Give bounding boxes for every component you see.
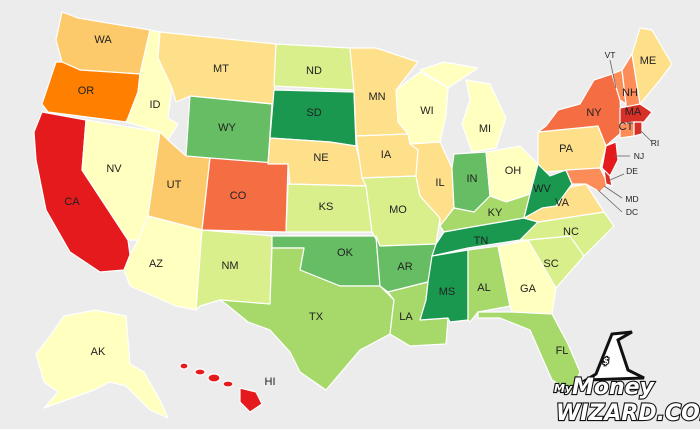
wizard-hat-icon	[580, 330, 645, 382]
state-label-wy: WY	[218, 122, 236, 134]
state-label-ct: CT	[619, 121, 634, 133]
state-label-ga: GA	[520, 283, 537, 295]
state-label-wa: WA	[94, 34, 112, 46]
state-label-wv: WV	[533, 183, 551, 195]
state-label-nh: NH	[622, 87, 638, 99]
state-label-dc: DC	[626, 207, 638, 217]
state-mi-up[interactable]	[419, 61, 479, 89]
state-label-ne: NE	[313, 152, 328, 164]
state-label-az: AZ	[149, 258, 163, 270]
state-label-ny: NY	[586, 107, 602, 119]
state-label-ky: KY	[488, 207, 503, 219]
state-label-ut: UT	[167, 179, 182, 191]
callout-ri	[639, 129, 653, 143]
state-label-va: VA	[555, 197, 570, 209]
state-label-de: DE	[626, 166, 638, 176]
state-label-wi: WI	[420, 105, 433, 117]
state-ak[interactable]	[35, 309, 169, 419]
state-label-oh: OH	[505, 165, 522, 177]
dollar-icon: $	[603, 357, 609, 367]
state-label-mt: MT	[213, 63, 229, 75]
state-label-mi: MI	[479, 123, 491, 135]
state-mi[interactable]	[461, 79, 507, 153]
state-label-fl: FL	[556, 345, 569, 357]
logo-text-my: My	[554, 382, 573, 395]
callout-dc	[597, 189, 623, 213]
state-label-ks: KS	[319, 201, 334, 213]
state-label-tn: TN	[474, 235, 489, 247]
my-money-wizard-logo: $ My Money WIZARD.COM	[553, 330, 700, 427]
state-label-in: IN	[467, 173, 478, 185]
state-fl[interactable]	[477, 311, 581, 393]
state-label-ma: MA	[625, 106, 642, 118]
state-label-ok: OK	[337, 247, 354, 259]
state-ma[interactable]	[619, 103, 653, 125]
state-label-la: LA	[399, 311, 413, 323]
state-label-nj: NJ	[634, 151, 644, 161]
state-ri[interactable]	[633, 121, 643, 137]
state-label-mn: MN	[368, 91, 385, 103]
state-de[interactable]	[603, 169, 613, 187]
state-tx[interactable]	[219, 247, 395, 391]
state-hi[interactable]	[179, 362, 263, 413]
state-label-or: OR	[78, 85, 95, 97]
callout-de	[609, 173, 625, 181]
state-label-tx: TX	[309, 311, 324, 323]
state-label-sc: SC	[543, 258, 558, 270]
state-label-ri: RI	[651, 138, 660, 148]
state-nj[interactable]	[601, 141, 619, 177]
callout-md	[603, 185, 623, 199]
state-label-ia: IA	[381, 149, 392, 161]
state-label-al: AL	[477, 282, 490, 294]
state-label-il: IL	[435, 177, 444, 189]
state-il[interactable]	[409, 141, 455, 227]
logo-text-wizard: WIZARD.COM	[556, 401, 700, 426]
state-label-ar: AR	[397, 261, 412, 273]
state-label-ca: CA	[64, 196, 80, 208]
state-label-id: ID	[150, 99, 161, 111]
logo-text-money: Money	[572, 375, 656, 400]
state-label-pa: PA	[559, 143, 574, 155]
state-label-md: MD	[625, 194, 638, 204]
callout-vt	[609, 59, 617, 89]
state-label-nc: NC	[563, 226, 579, 238]
state-label-co: CO	[230, 190, 247, 202]
state-label-nd: ND	[306, 65, 322, 77]
state-label-ak: AK	[91, 346, 106, 358]
state-label-ms: MS	[439, 286, 456, 298]
state-label-me: ME	[640, 55, 657, 67]
state-label-mo: MO	[389, 204, 407, 216]
state-label-nv: NV	[106, 163, 122, 175]
state-label-sd: SD	[306, 107, 321, 119]
state-label-hi: HI	[265, 376, 276, 388]
state-label-nm: NM	[221, 260, 238, 272]
state-label-vt: VT	[605, 50, 616, 60]
